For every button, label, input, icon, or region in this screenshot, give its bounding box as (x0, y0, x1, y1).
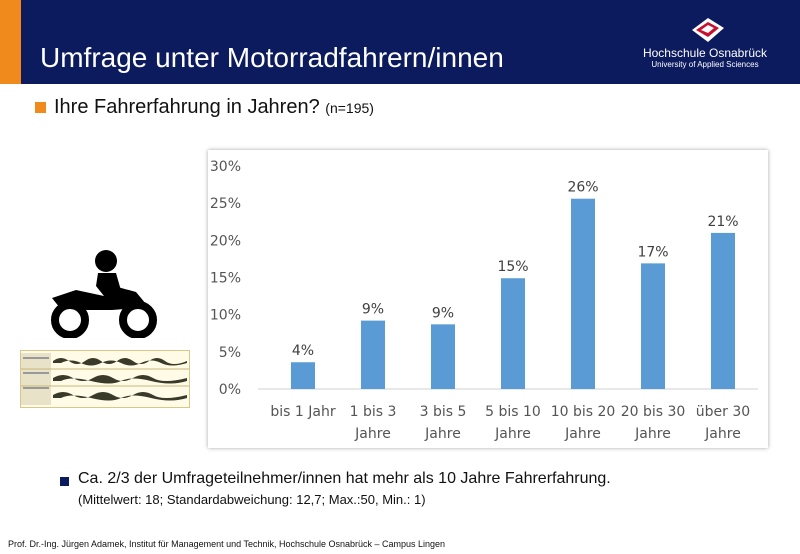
x-tick-label: 3 bis 5 (420, 404, 467, 420)
x-tick-label: Jahre (634, 426, 671, 442)
x-tick-label: 20 bis 30 (621, 404, 686, 420)
data-label: 9% (432, 305, 454, 321)
y-tick-label: 0% (219, 382, 241, 398)
x-tick-label: Jahre (494, 426, 531, 442)
logo-subtitle: University of Applied Sciences (651, 60, 759, 69)
bar (711, 232, 735, 389)
data-label: 21% (707, 214, 738, 230)
footer-credit: Prof. Dr.-Ing. Jürgen Adamek, Institut f… (8, 539, 446, 549)
university-logo-icon (692, 18, 724, 42)
sample-size: (n=195) (325, 100, 374, 116)
x-tick-label: 1 bis 3 (350, 404, 397, 420)
data-label: 26% (567, 180, 598, 196)
data-label: 9% (362, 302, 384, 318)
header-bar (21, 0, 800, 84)
x-tick-label: Jahre (704, 426, 741, 442)
question-text: Ihre Fahrerfahrung in Jahren? (n=195) (54, 96, 374, 119)
motorcycle-icon (51, 250, 157, 338)
bullet-square-2 (60, 477, 69, 486)
question-label: Ihre Fahrerfahrung in Jahren? (54, 96, 320, 118)
bar (291, 362, 315, 389)
data-label: 4% (292, 343, 314, 359)
y-tick-label: 5% (219, 345, 241, 361)
statistics-note: (Mittelwert: 18; Standardabweichung: 12,… (78, 492, 426, 507)
bullet-square (35, 102, 46, 113)
x-tick-label: bis 1 Jahr (270, 404, 335, 420)
x-tick-label: Jahre (564, 426, 601, 442)
logo-name: Hochschule Osnabrück (642, 46, 768, 60)
chart-panel: 0% 5% 10% 15% 20% 25% 30% 4% bis 1 Jahr 9% 1 bis 3… (208, 150, 768, 448)
y-tick-label: 10% (210, 308, 241, 324)
accent-strip (0, 0, 21, 84)
x-tick-label: Jahre (354, 426, 391, 442)
x-tick-label: 5 bis 10 (485, 404, 541, 420)
bar (571, 198, 595, 389)
bar (501, 278, 525, 389)
y-tick-label: 15% (210, 271, 241, 287)
x-tick-label: Jahre (424, 426, 461, 442)
y-tick-label: 25% (210, 196, 241, 212)
bar (431, 324, 455, 389)
slide-title: Umfrage unter Motorradfahrern/innen (40, 42, 504, 73)
university-logo: Hochschule Osnabrück University of Appli… (620, 16, 790, 76)
x-tick-label: über 30 (696, 404, 750, 420)
data-label: 17% (637, 244, 668, 260)
bar (641, 263, 665, 389)
y-tick-label: 20% (210, 233, 241, 249)
bar (361, 320, 385, 389)
x-tick-label: 10 bis 20 (551, 404, 616, 420)
summary-note: Ca. 2/3 der Umfrageteilnehmer/innen hat … (78, 470, 611, 487)
bar-chart: 0% 5% 10% 15% 20% 25% 30% 4% bis 1 Jahr 9% 1 bis 3… (210, 159, 758, 442)
data-label: 15% (497, 259, 528, 275)
y-tick-label: 30% (210, 159, 241, 175)
audio-waveform-image (20, 350, 190, 408)
